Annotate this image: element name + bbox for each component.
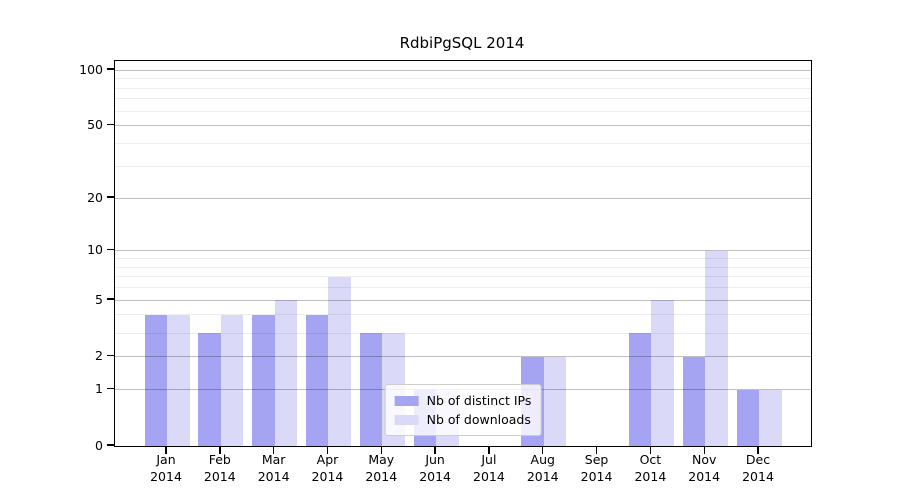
bar-distinct-ips-oct bbox=[628, 333, 652, 446]
x-tick-mark-aug bbox=[542, 446, 544, 454]
chart-title: RdbiPgSQL 2014 bbox=[399, 34, 525, 52]
y-tick-mark-10 bbox=[107, 249, 114, 251]
legend-swatch-downloads bbox=[394, 414, 419, 425]
y-tick-label-50: 50 bbox=[87, 117, 103, 133]
y-tick-label-0: 0 bbox=[95, 437, 103, 453]
y-tick-mark-50 bbox=[107, 124, 114, 126]
x-tick-mark-dec bbox=[757, 446, 759, 454]
gridline-minor-3 bbox=[115, 332, 811, 334]
gridline-minor-70 bbox=[115, 98, 811, 100]
x-tick-mark-oct bbox=[649, 446, 652, 454]
y-tick-label-2: 2 bbox=[95, 348, 103, 364]
gridline-minor-6 bbox=[115, 287, 811, 289]
x-tick-label-oct: Oct 2014 bbox=[634, 452, 667, 484]
gridline-minor-40 bbox=[115, 143, 811, 145]
x-tick-mark-may bbox=[380, 446, 382, 454]
x-tick-label-apr: Apr 2014 bbox=[311, 452, 344, 484]
bar-downloads-dec bbox=[759, 389, 782, 446]
bar-downloads-jan bbox=[167, 314, 190, 446]
y-tick-mark-0 bbox=[107, 444, 114, 446]
legend-row-downloads: Nb of downloads bbox=[394, 410, 532, 429]
x-tick-label-mar: Mar 2014 bbox=[257, 452, 290, 484]
gridline-minor-90 bbox=[115, 78, 811, 80]
x-tick-mark-apr bbox=[326, 446, 329, 454]
gridline-minor-9 bbox=[115, 257, 811, 259]
x-tick-label-aug: Aug 2014 bbox=[526, 452, 559, 484]
x-tick-label-nov: Nov 2014 bbox=[688, 452, 721, 484]
bar-distinct-ips-jan bbox=[144, 314, 167, 446]
y-tick-label-10: 10 bbox=[87, 242, 103, 258]
x-tick-label-feb: Feb 2014 bbox=[203, 452, 236, 484]
bar-downloads-feb bbox=[220, 314, 244, 446]
gridline-major-2 bbox=[115, 356, 811, 358]
y-tick-mark-5 bbox=[107, 298, 114, 300]
bar-downloads-oct bbox=[651, 300, 674, 446]
gridline-minor-7 bbox=[115, 276, 811, 278]
y-tick-mark-20 bbox=[107, 196, 114, 198]
bar-distinct-ips-dec bbox=[736, 389, 760, 446]
y-tick-label-1: 1 bbox=[95, 381, 103, 397]
gridline-minor-4 bbox=[115, 314, 811, 316]
legend-label-distinct-ips: Nb of distinct IPs bbox=[426, 393, 532, 408]
bar-downloads-nov bbox=[705, 250, 728, 446]
x-tick-mark-feb bbox=[219, 446, 221, 454]
x-tick-label-dec: Dec 2014 bbox=[742, 452, 774, 484]
y-tick-label-20: 20 bbox=[87, 189, 103, 205]
plot-area: Nb of distinct IPs Nb of downloads bbox=[114, 60, 812, 447]
x-tick-mark-jun bbox=[434, 446, 436, 454]
legend-swatch-distinct-ips bbox=[394, 395, 419, 406]
y-tick-mark-100 bbox=[107, 68, 114, 70]
bar-distinct-ips-apr bbox=[305, 314, 329, 446]
x-tick-label-jun: Jun 2014 bbox=[419, 452, 451, 484]
legend: Nb of distinct IPs Nb of downloads bbox=[384, 384, 542, 436]
x-tick-mark-jan bbox=[165, 446, 167, 454]
x-tick-label-jan: Jan 2014 bbox=[150, 452, 182, 484]
bar-distinct-ips-may bbox=[359, 333, 383, 446]
x-tick-mark-mar bbox=[272, 446, 275, 454]
y-tick-mark-1 bbox=[107, 387, 114, 390]
x-tick-mark-nov bbox=[703, 446, 705, 454]
bar-distinct-ips-feb bbox=[198, 333, 221, 446]
legend-label-downloads: Nb of downloads bbox=[426, 412, 531, 427]
bar-downloads-aug bbox=[543, 356, 567, 446]
gridline-major-5 bbox=[115, 299, 811, 301]
x-tick-label-sep: Sep 2014 bbox=[580, 452, 613, 484]
x-tick-mark-jul bbox=[488, 446, 490, 454]
x-tick-label-jul: Jul 2014 bbox=[473, 452, 505, 484]
x-tick-mark-sep bbox=[595, 446, 598, 454]
bar-distinct-ips-mar bbox=[252, 314, 275, 446]
gridline-major-10 bbox=[115, 250, 811, 252]
y-tick-label-100: 100 bbox=[79, 61, 103, 77]
legend-row-distinct-ips: Nb of distinct IPs bbox=[394, 391, 532, 410]
gridline-minor-60 bbox=[115, 110, 811, 112]
gridline-minor-8 bbox=[115, 266, 811, 268]
gridline-major-20 bbox=[115, 197, 811, 199]
gridline-minor-30 bbox=[115, 165, 811, 167]
gridline-minor-80 bbox=[115, 87, 811, 89]
y-tick-mark-2 bbox=[107, 354, 114, 357]
gridline-major-100 bbox=[115, 69, 811, 71]
bar-distinct-ips-nov bbox=[682, 356, 706, 446]
gridline-major-50 bbox=[115, 125, 811, 127]
bar-downloads-mar bbox=[274, 300, 298, 446]
x-tick-label-may: May 2014 bbox=[365, 452, 398, 484]
bar-downloads-apr bbox=[328, 276, 351, 446]
y-tick-label-5: 5 bbox=[95, 291, 103, 307]
